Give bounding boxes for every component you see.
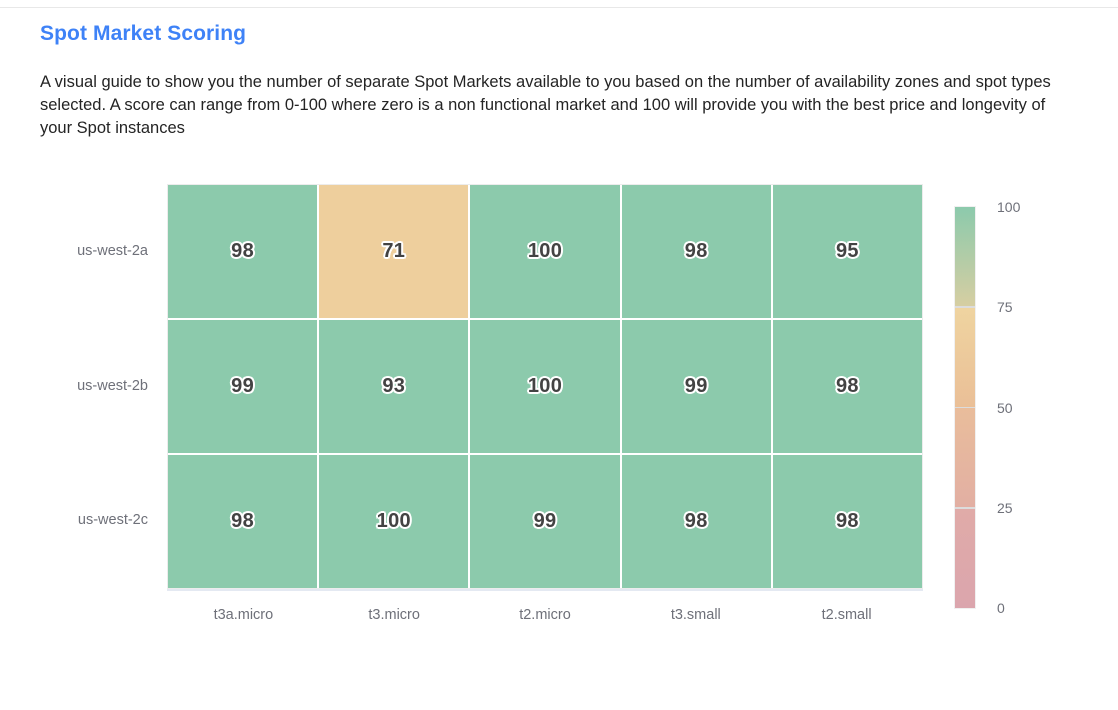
description-text: A visual guide to show you the number of…	[40, 73, 1051, 137]
heatmap-cell-us-west-2c-t3.small[interactable]: 98	[621, 455, 771, 588]
heatmap-cell-us-west-2a-t2.micro[interactable]: 100	[470, 185, 620, 318]
heatmap-grid: 98 71 100 98 95 99 93 100 99 98 98 100 99 98 98	[167, 184, 923, 589]
cell-value: 95	[835, 240, 859, 262]
colorbar-segment-1	[955, 307, 975, 407]
cell-value: 100	[527, 375, 563, 397]
x-axis-label-t3a.micro: t3a.micro	[213, 607, 274, 623]
cell-value: 99	[684, 375, 708, 397]
heatmap-cell-us-west-2b-t2.micro[interactable]: 100	[470, 320, 620, 453]
x-axis-label-t3.micro: t3.micro	[368, 607, 420, 623]
heatmap-cell-us-west-2b-t3a.micro[interactable]: 99	[168, 320, 318, 453]
heatmap-cell-us-west-2b-t3.small[interactable]: 99	[621, 320, 771, 453]
cell-value: 98	[684, 510, 708, 532]
colorbar-tick-75: 75	[997, 299, 1013, 316]
cell-value: 71	[382, 240, 406, 262]
cell-value: 98	[684, 240, 708, 262]
heatmap-cell-us-west-2c-t2.small[interactable]: 98	[772, 455, 922, 588]
cell-value: 100	[527, 240, 563, 262]
colorbar-segment-2	[955, 408, 975, 508]
x-axis-label-t2.micro: t2.micro	[519, 607, 571, 623]
heatmap-cell-us-west-2a-t3.micro[interactable]: 71	[319, 185, 469, 318]
top-divider	[0, 7, 1118, 8]
heatmap-cell-us-west-2a-t3a.micro[interactable]: 98	[168, 185, 318, 318]
colorbar-tick-100: 100	[997, 199, 1021, 215]
x-axis-line	[167, 589, 923, 591]
y-axis-label-us-west-2a: us-west-2a	[77, 243, 148, 260]
cell-value: 99	[231, 375, 255, 397]
colorbar-tick-0: 0	[997, 600, 1005, 616]
colorbar-tick-50: 50	[997, 399, 1013, 416]
heatmap-cell-us-west-2b-t2.small[interactable]: 98	[772, 320, 922, 453]
cell-value: 98	[231, 240, 255, 262]
y-axis-label-us-west-2c: us-west-2c	[77, 511, 148, 528]
heatmap-cell-us-west-2c-t2.micro[interactable]: 99	[470, 455, 620, 588]
heatmap-cell-us-west-2c-t3.micro[interactable]: 100	[319, 455, 469, 588]
colorbar-segment-3	[955, 508, 975, 608]
heatmap-cell-us-west-2a-t3.small[interactable]: 98	[621, 185, 771, 318]
page-title: Spot Market Scoring	[40, 22, 247, 45]
x-axis-label-t2.small: t2.small	[821, 607, 872, 623]
heatmap-cell-us-west-2a-t2.small[interactable]: 95	[772, 185, 922, 318]
cell-value: 100	[376, 510, 411, 532]
heatmap-cell-us-west-2c-t3a.micro[interactable]: 98	[168, 455, 318, 588]
cell-value: 98	[231, 510, 255, 532]
heatmap-cell-us-west-2b-t3.micro[interactable]: 93	[319, 320, 469, 453]
x-axis-label-t3.small: t3.small	[670, 607, 721, 623]
colorbar-tick-25: 25	[997, 499, 1013, 516]
cell-value: 98	[835, 375, 859, 397]
colorbar-segment-0	[955, 207, 975, 307]
cell-value: 98	[835, 510, 859, 532]
cell-value: 93	[382, 375, 406, 397]
cell-value: 99	[533, 510, 557, 532]
y-axis-label-us-west-2b: us-west-2b	[77, 377, 148, 394]
colorbar	[954, 206, 976, 609]
